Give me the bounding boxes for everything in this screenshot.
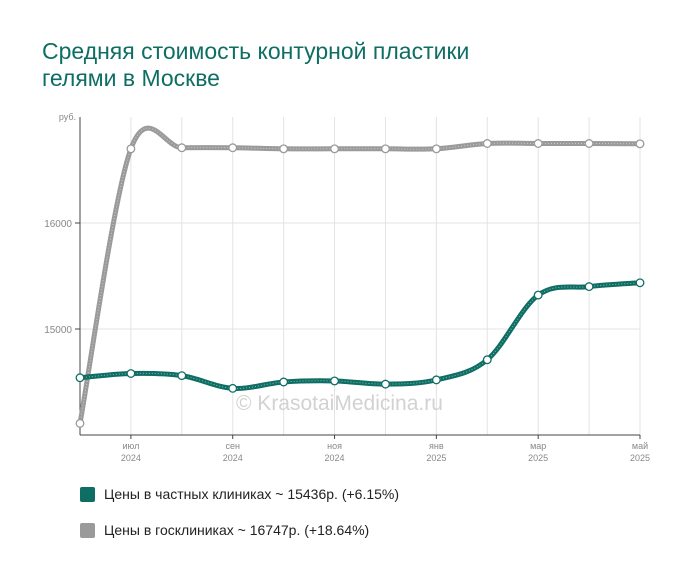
data-point-public <box>75 418 85 428</box>
x-tick-label-month: июл <box>122 441 139 451</box>
x-tick-label-month: ноя <box>327 441 342 451</box>
x-tick-label-month: май <box>632 441 648 451</box>
y-tick-label: 16000 <box>44 219 72 230</box>
data-point-private <box>126 369 136 378</box>
x-tick-label-year: 2024 <box>223 453 243 463</box>
x-tick-label-year: 2025 <box>426 453 446 463</box>
data-point-public <box>177 143 187 153</box>
chart-legend: Цены в частных клиниках ~ 15436р. (+6.15… <box>80 484 399 556</box>
x-tick-label-month: янв <box>429 441 444 451</box>
series-line-public <box>77 125 643 426</box>
series-line-private <box>77 280 643 391</box>
data-point-public <box>381 144 390 154</box>
data-point-private <box>75 373 85 383</box>
data-point-public <box>330 144 339 154</box>
x-tick-label-year: 2025 <box>528 453 548 463</box>
series-line-texture-public <box>79 127 641 424</box>
legend-swatch-public <box>80 522 95 538</box>
x-tick-label-month: мар <box>530 441 546 451</box>
data-point-private <box>381 379 390 389</box>
data-point-public <box>533 139 543 148</box>
x-tick-label-year: 2025 <box>630 453 650 463</box>
data-point-public <box>482 139 492 148</box>
data-point-public <box>431 144 441 154</box>
legend-label-public: Цены в госклиниках ~ 16747р. (+18.64%) <box>104 522 370 538</box>
price-line-chart: руб. 15000 16000 июл 2024 сен 2024 ноя 2024 янв 20… <box>44 112 650 463</box>
legend-item-private[interactable]: Цены в частных клиниках ~ 15436р. (+6.15… <box>80 484 399 504</box>
legend-swatch-private <box>80 486 95 502</box>
chart-title: Средняя стоимость контурной пластики гел… <box>42 38 642 92</box>
data-point-private <box>584 282 594 292</box>
x-tick-label-year: 2024 <box>121 453 141 463</box>
chart-title-line-2: гелями в Москве <box>42 65 220 91</box>
legend-item-public[interactable]: Цены в госклиниках ~ 16747р. (+18.64%) <box>80 520 399 540</box>
watermark: © KrasotaiMedicina.ru <box>236 392 443 415</box>
data-point-public <box>635 139 645 149</box>
data-point-public <box>279 144 289 154</box>
data-point-private <box>533 290 543 300</box>
data-point-private <box>279 377 289 387</box>
data-point-private <box>177 371 187 381</box>
x-tick-label-month: сен <box>225 441 240 451</box>
y-unit-label: руб. <box>59 112 76 122</box>
data-point-private <box>635 278 645 288</box>
data-point-private <box>228 383 238 393</box>
y-tick-label: 15000 <box>44 325 72 336</box>
data-point-private <box>482 355 492 365</box>
data-point-private <box>330 376 339 386</box>
data-point-private <box>431 375 441 385</box>
chart-title-line-1: Средняя стоимость контурной пластики <box>42 38 470 64</box>
x-tick-label-year: 2024 <box>325 453 345 463</box>
legend-label-private: Цены в частных клиниках ~ 15436р. (+6.15… <box>104 486 400 502</box>
data-point-public <box>126 144 136 154</box>
data-point-public <box>228 143 238 153</box>
data-point-public <box>584 139 594 148</box>
